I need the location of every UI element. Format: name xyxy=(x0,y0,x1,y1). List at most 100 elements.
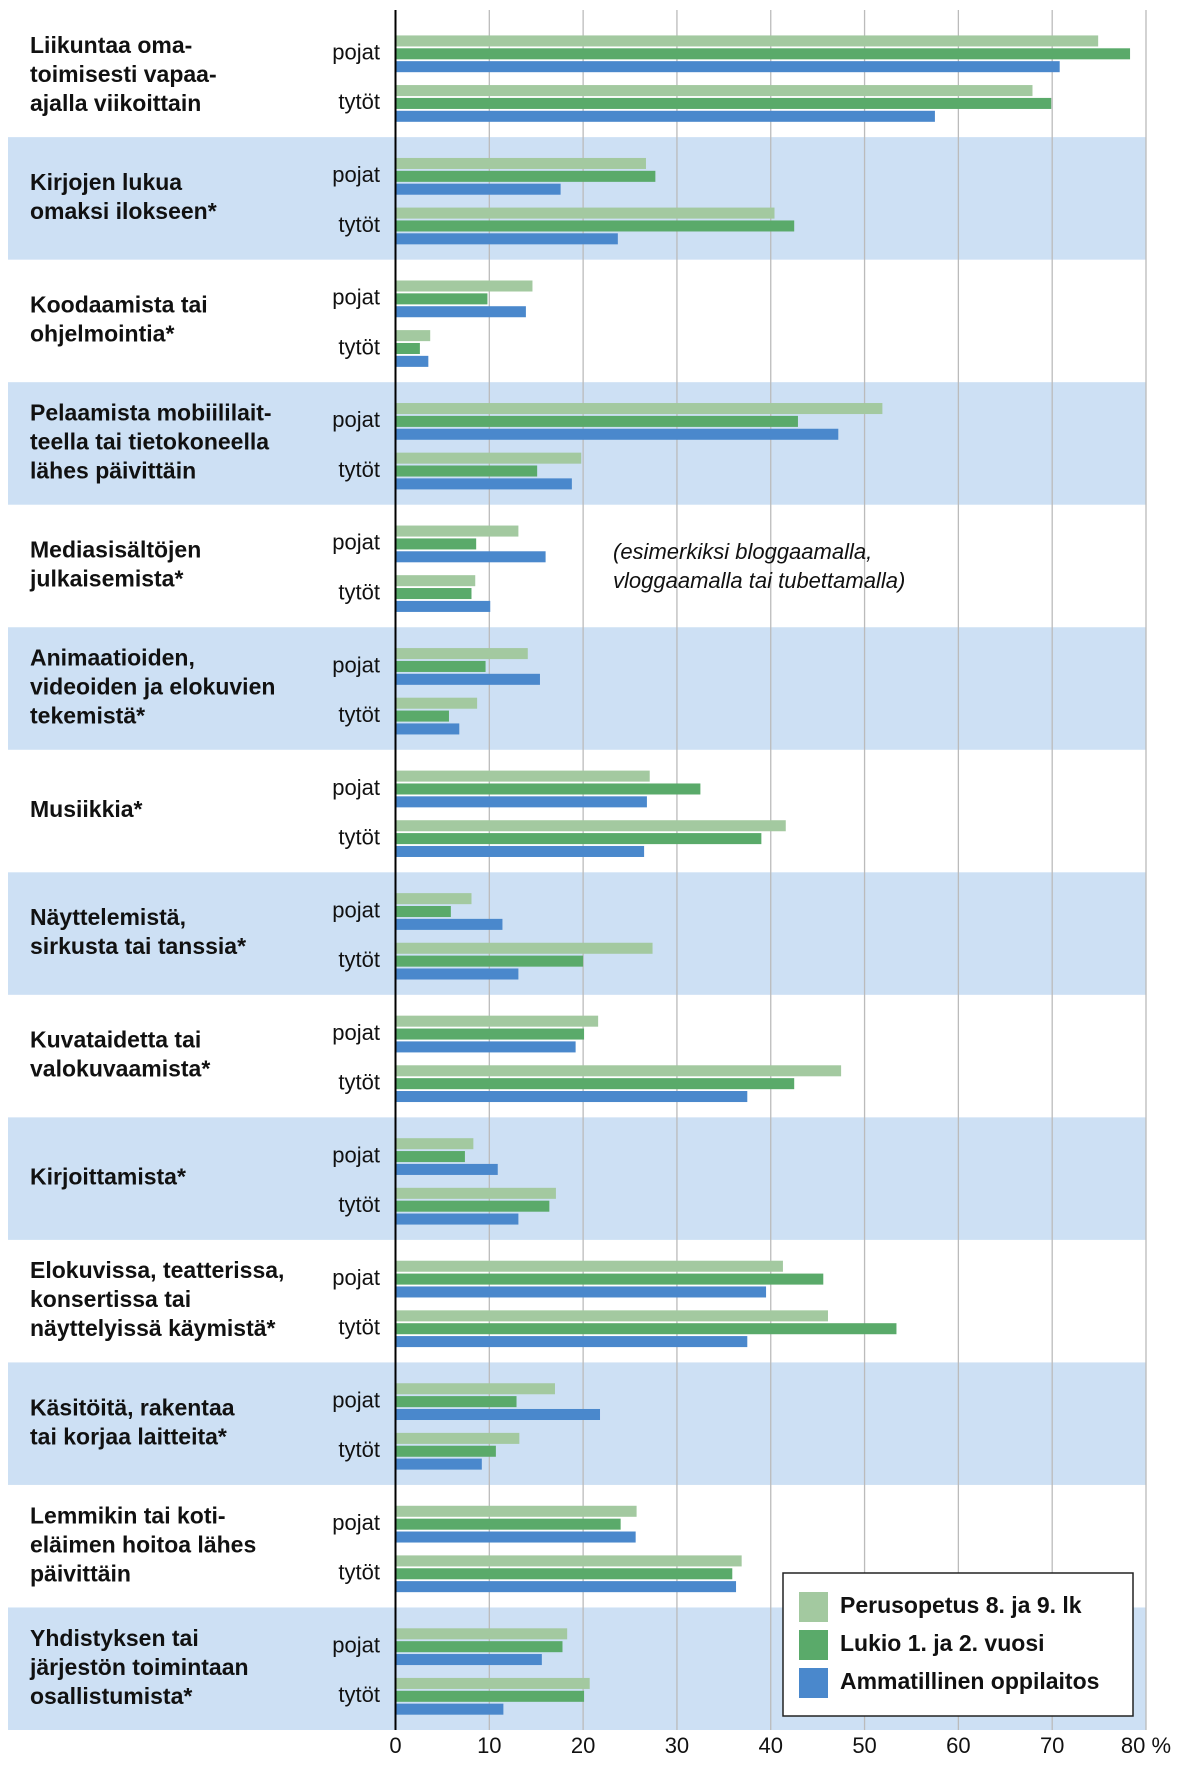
x-tick-label: 50 xyxy=(852,1733,876,1758)
bar xyxy=(395,1065,842,1077)
row-band xyxy=(8,627,1146,750)
subcategory-label: pojat xyxy=(332,407,380,432)
legend-label: Lukio 1. ja 2. vuosi xyxy=(840,1630,1045,1656)
bar xyxy=(395,1581,737,1593)
subcategory-label: tytöt xyxy=(338,947,380,972)
bar xyxy=(395,538,477,550)
x-tick-label: 20 xyxy=(571,1733,595,1758)
bar xyxy=(395,1213,519,1225)
bar xyxy=(395,918,503,930)
bar xyxy=(395,1151,465,1163)
legend-swatch xyxy=(799,1630,828,1660)
bar xyxy=(395,942,653,954)
bar xyxy=(395,1200,550,1212)
category-label: Kirjojen lukua xyxy=(30,169,182,195)
category-label: tekemistä* xyxy=(30,703,145,729)
bar xyxy=(395,415,798,427)
bar xyxy=(395,525,519,537)
subcategory-label: pojat xyxy=(332,530,380,555)
category-label: eläimen hoitoa lähes xyxy=(30,1531,256,1557)
subcategory-label: pojat xyxy=(332,162,380,187)
subcategory-label: pojat xyxy=(332,1142,380,1167)
category-label: Liikuntaa oma- xyxy=(30,32,192,58)
category-label: Animaatioiden, xyxy=(30,645,195,671)
bar xyxy=(395,820,786,832)
subcategory-label: pojat xyxy=(332,40,380,65)
bar xyxy=(395,403,883,415)
bar xyxy=(395,1163,498,1175)
x-tick-label: 60 xyxy=(946,1733,970,1758)
bar xyxy=(395,1091,748,1103)
bar xyxy=(395,110,935,122)
bar xyxy=(395,660,486,672)
bar xyxy=(395,968,519,980)
category-label: Pelaamista mobiililait- xyxy=(30,400,272,426)
bar xyxy=(395,1273,824,1285)
bar xyxy=(395,1015,599,1027)
category-label: järjestön toimintaan xyxy=(29,1654,249,1680)
bar xyxy=(395,1310,828,1322)
subcategory-label: tytöt xyxy=(338,1560,380,1585)
bar xyxy=(395,905,451,918)
category-label: Koodaamista tai xyxy=(30,291,208,317)
bar xyxy=(395,1518,621,1530)
bar xyxy=(395,1505,637,1517)
row-band xyxy=(8,382,1146,505)
bar xyxy=(395,1531,636,1543)
bar xyxy=(395,293,488,305)
category-label: Mediasisältöjen xyxy=(30,537,201,563)
category-label: sirkusta tai tanssia* xyxy=(30,933,246,959)
row-band xyxy=(8,872,1146,995)
bar xyxy=(395,1323,897,1335)
category-label: konsertissa tai xyxy=(30,1286,191,1312)
x-tick-label: 80 % xyxy=(1121,1733,1171,1758)
subcategory-label: tytöt xyxy=(338,89,380,114)
x-tick-label: 30 xyxy=(665,1733,689,1758)
legend-swatch xyxy=(799,1592,828,1622)
bar xyxy=(395,1408,601,1421)
subcategory-label: tytöt xyxy=(338,702,380,727)
category-label: ohjelmointia* xyxy=(30,320,174,346)
bar xyxy=(395,697,478,709)
subcategory-label: tytöt xyxy=(338,1069,380,1094)
bar xyxy=(395,61,1060,73)
bar xyxy=(395,452,582,464)
bar xyxy=(395,1458,482,1470)
bar xyxy=(395,35,1099,47)
category-label: Kirjoittamista* xyxy=(30,1164,186,1190)
bar xyxy=(395,1641,563,1653)
category-label: Lemmikin tai koti- xyxy=(30,1502,226,1528)
category-label: Elokuvissa, teatterissa, xyxy=(30,1257,284,1283)
bar xyxy=(395,710,449,722)
category-label: Käsitöitä, rakentaa xyxy=(30,1394,235,1420)
x-tick-label: 40 xyxy=(759,1733,783,1758)
subcategory-label: tytöt xyxy=(338,457,380,482)
subcategory-label: tytöt xyxy=(338,579,380,604)
subcategory-label: tytöt xyxy=(338,1315,380,1340)
row-band xyxy=(8,1362,1146,1485)
bar xyxy=(395,428,839,440)
bar xyxy=(395,1383,555,1395)
bar xyxy=(395,1677,590,1689)
bar xyxy=(395,220,795,232)
row-band xyxy=(8,1117,1146,1240)
bar xyxy=(395,833,762,845)
bar xyxy=(395,1286,767,1298)
subcategory-label: pojat xyxy=(332,1020,380,1045)
bar xyxy=(395,955,584,967)
category-label: julkaisemista* xyxy=(29,566,183,592)
bar xyxy=(395,1432,520,1444)
bar xyxy=(395,97,1052,109)
bar xyxy=(395,1445,496,1457)
bar xyxy=(395,233,618,245)
bar xyxy=(395,796,647,808)
bar xyxy=(395,1138,474,1150)
bar xyxy=(395,1654,542,1666)
bar xyxy=(395,1396,517,1408)
bar xyxy=(395,330,431,342)
subcategory-label: pojat xyxy=(332,1510,380,1535)
category-label: Musiikkia* xyxy=(30,796,143,822)
category-label: teella tai tietokoneella xyxy=(30,429,269,455)
bar xyxy=(395,1041,576,1053)
